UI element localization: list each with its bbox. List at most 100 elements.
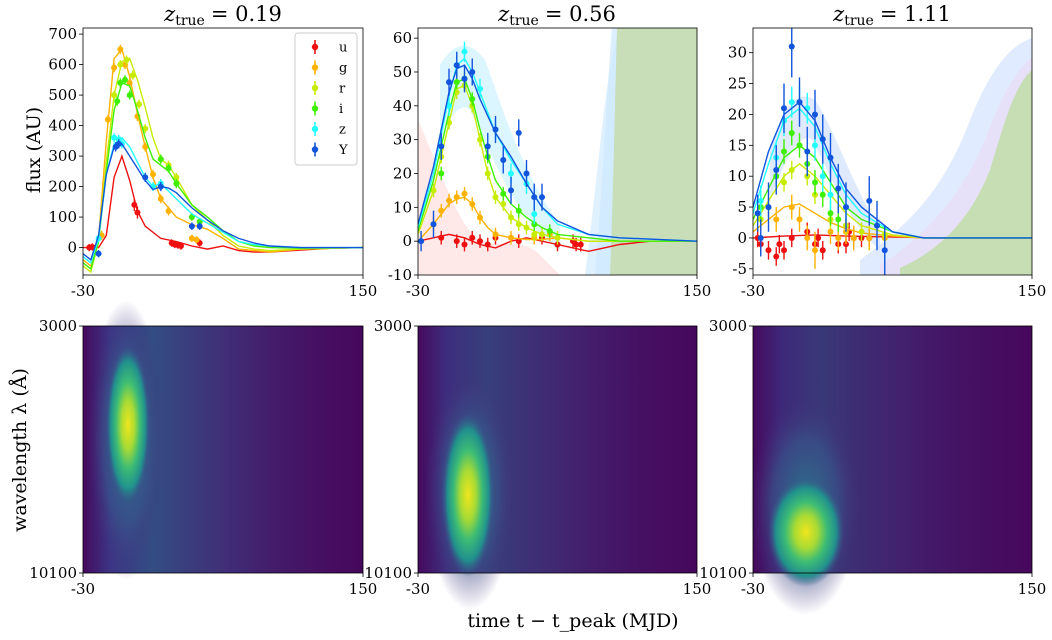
time-axis-label: time t − t_peak (MJD) <box>467 610 678 632</box>
data-point-Y <box>196 223 203 230</box>
panel-title: ztrue = 1.11 <box>832 2 951 29</box>
y-tick-label: 25 <box>728 75 747 93</box>
data-point-g <box>492 231 499 238</box>
data-point-u <box>477 238 483 245</box>
data-point-u <box>819 247 826 254</box>
data-point-g <box>438 207 445 214</box>
y-tick-label: 700 <box>48 25 77 43</box>
data-point-r <box>523 224 530 231</box>
data-point-Y <box>461 75 468 82</box>
y-tick-label: 20 <box>393 164 412 182</box>
data-point-i <box>819 191 826 198</box>
data-point-g <box>866 234 873 241</box>
data-point-g <box>850 234 857 241</box>
data-point-Y <box>773 167 780 174</box>
data-point-Y <box>508 187 514 194</box>
data-point-z <box>827 191 834 198</box>
legend-marker-i <box>311 105 319 112</box>
x-tick-label: 150 <box>683 282 712 300</box>
data-point-Y <box>188 223 195 230</box>
data-point-Y <box>95 250 102 257</box>
data-point-r <box>515 221 522 228</box>
y-tick-label: 300 <box>48 147 77 165</box>
data-point-u <box>178 243 184 250</box>
axes-frame <box>752 325 1033 574</box>
x-tick-label: -30 <box>406 282 430 300</box>
panel-title: ztrue = 0.56 <box>497 2 616 29</box>
data-point-i <box>173 180 180 187</box>
y-tick-label: 100 <box>48 208 77 226</box>
plot-area <box>418 28 697 275</box>
data-point-r <box>531 231 538 238</box>
y-tick-label: 0 <box>737 229 747 247</box>
data-point-i <box>157 156 164 163</box>
data-point-r <box>492 194 499 201</box>
data-point-Y <box>765 204 772 211</box>
data-point-u <box>776 241 783 248</box>
panel-lightcurve-z111: -30 150 -5 0 5 10 15 20 25 30 ztrue = 1.11 <box>728 2 1046 300</box>
data-point-i <box>546 228 553 235</box>
tick-labels: -30 150 0 100 200 300 400 500 600 700 <box>48 25 377 300</box>
series-line-i <box>418 77 697 242</box>
data-point-i <box>812 179 818 186</box>
y-tick-label: 0 <box>67 239 77 257</box>
data-point-Y <box>788 43 795 50</box>
data-point-Y <box>835 185 842 192</box>
data-point-g <box>461 190 468 197</box>
uncertainty-band-peak <box>440 45 560 250</box>
data-point-Y <box>866 197 873 204</box>
x-tick-label: -30 <box>71 282 95 300</box>
data-point-i <box>126 92 133 99</box>
data-point-Y <box>492 126 499 133</box>
data-point-u <box>573 241 580 248</box>
y-tick-label: 15 <box>728 136 747 154</box>
tick-labels: -30 150 3000 10100 <box>29 317 377 598</box>
data-point-Y <box>754 210 761 217</box>
panel-heatmap-z056: -30 150 3000 10100 <box>364 317 711 610</box>
heatmap-peak <box>106 345 150 505</box>
data-point-r <box>858 228 865 235</box>
data-point-z <box>531 211 538 218</box>
data-point-i <box>788 129 795 136</box>
y-tick-label: 0 <box>402 232 412 250</box>
wavelength-axis-label: wavelength λ (Å) <box>9 368 31 532</box>
data-point-Y <box>757 234 764 241</box>
y-tick-label: 20 <box>728 105 747 123</box>
data-point-g <box>835 234 842 241</box>
data-point-u <box>577 241 584 248</box>
legend-marker-Y <box>311 146 319 153</box>
data-point-Y <box>796 99 803 106</box>
data-point-Y <box>819 136 826 143</box>
axes-frame <box>752 27 1033 276</box>
y-tick-label: 200 <box>48 178 77 196</box>
y-tick-label: 600 <box>48 56 77 74</box>
x-tick-label: 150 <box>349 282 378 300</box>
data-point-r <box>117 61 124 68</box>
axes-frame <box>417 325 698 574</box>
legend-marker-r <box>311 84 319 92</box>
data-point-Y <box>418 238 425 245</box>
data-point-Y <box>484 143 491 150</box>
data-point-u <box>765 247 772 254</box>
data-point-g <box>469 200 476 207</box>
data-point-i <box>122 76 128 83</box>
data-point-u <box>134 209 141 216</box>
data-point-i <box>515 207 522 214</box>
data-point-z <box>788 99 795 106</box>
data-point-z <box>819 173 826 180</box>
x-tick-label: 150 <box>683 580 712 598</box>
x-tick-label: 150 <box>1018 580 1047 598</box>
data-point-u <box>815 234 822 241</box>
data-point-Y <box>539 194 545 201</box>
y-tick-label: 50 <box>393 63 412 81</box>
series-line-r <box>418 84 697 242</box>
y-tick-label: 3000 <box>709 317 747 335</box>
data-point-g <box>142 143 149 150</box>
data-point-z <box>446 102 452 109</box>
series-line-Y <box>418 64 697 242</box>
data-point-r <box>123 57 130 64</box>
data-point-i <box>453 79 460 86</box>
data-point-Y <box>469 68 476 75</box>
y-tick-label: 30 <box>393 131 412 149</box>
panel-heatmap-z019: -30 150 3000 10100 <box>29 300 377 598</box>
